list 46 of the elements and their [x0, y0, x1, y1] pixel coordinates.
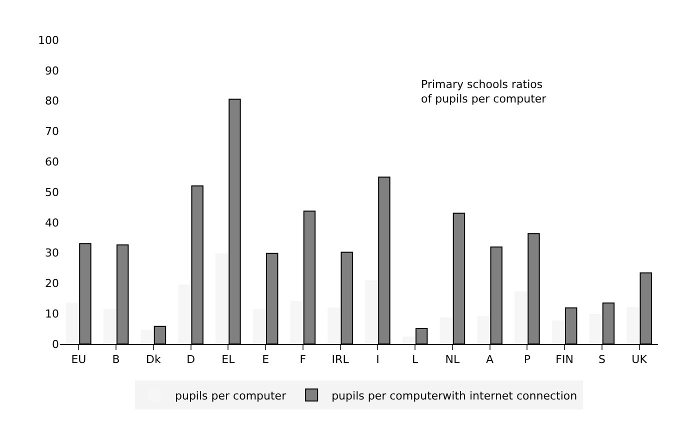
- y-tick-label: 0: [52, 338, 59, 351]
- x-tick-label: P: [524, 353, 531, 366]
- bar: [328, 308, 340, 344]
- y-tick-label: 50: [45, 186, 59, 199]
- y-tick-label: 40: [45, 216, 59, 230]
- x-tick-label: F: [300, 353, 306, 366]
- bar: [66, 302, 78, 344]
- bar: [103, 308, 116, 344]
- bar: [140, 330, 153, 344]
- x-tick-label: B: [112, 353, 120, 366]
- y-tick-label: 90: [45, 64, 59, 78]
- x-tick-label: UK: [632, 353, 648, 366]
- x-tick-label: EU: [71, 353, 86, 366]
- bar: [626, 307, 639, 344]
- x-tick-label: A: [486, 353, 494, 366]
- y-tick-label: 20: [45, 277, 59, 290]
- x-tick-label: EL: [222, 353, 236, 366]
- x-tick-label: I: [376, 353, 380, 366]
- bar: [589, 314, 602, 344]
- y-tick-label: 70: [45, 125, 59, 138]
- text: pupils per computer: [175, 389, 287, 402]
- bar: [290, 300, 302, 344]
- x-tick-label: IRL: [332, 353, 350, 366]
- y-tick-label: 60: [45, 155, 59, 168]
- bar: [216, 254, 228, 344]
- bar: [514, 291, 527, 344]
- bar: [178, 284, 190, 344]
- bar: [552, 320, 564, 344]
- legend-label: pupils per computerwith internet connection: [332, 389, 578, 402]
- y-tick-label: 10: [45, 307, 59, 320]
- x-tick-label: E: [262, 353, 270, 366]
- x-tick-label: NL: [445, 353, 460, 366]
- y-tick-label: 100: [38, 34, 59, 47]
- bar: [440, 317, 452, 344]
- x-tick-label: FIN: [556, 353, 574, 366]
- bar: [402, 336, 415, 344]
- x-tick-label: Dk: [146, 353, 162, 366]
- x-tick-label: D: [186, 353, 196, 366]
- x-tick-label: S: [598, 353, 606, 366]
- bar: [365, 280, 378, 344]
- bar: [477, 316, 490, 344]
- bar: [252, 309, 266, 344]
- y-tick-label: 30: [45, 246, 59, 260]
- text: Primary schools ratios of pupils per computer: [421, 78, 547, 106]
- y-tick-label: 80: [45, 94, 59, 108]
- x-tick-label: L: [412, 353, 419, 366]
